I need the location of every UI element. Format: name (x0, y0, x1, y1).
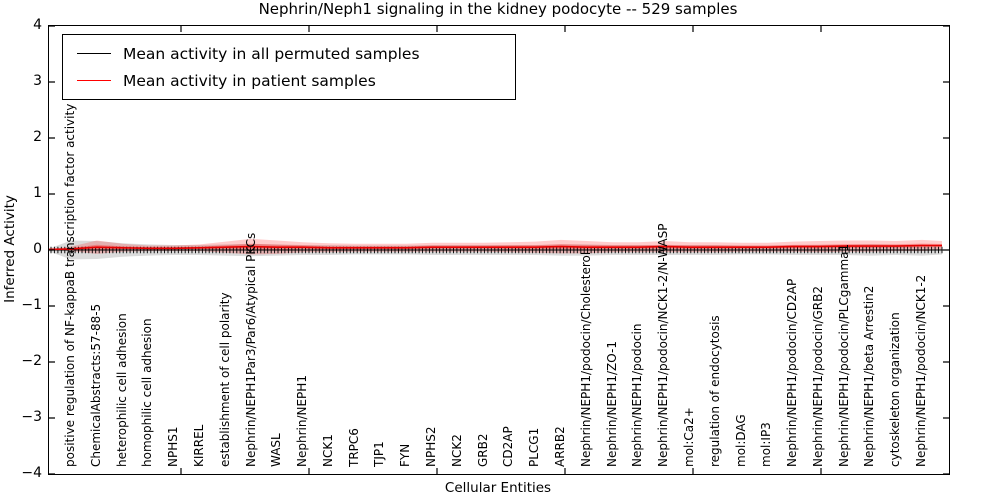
y-tick-label: −4 (21, 465, 42, 481)
legend-label: Mean activity in patient samples (123, 71, 376, 90)
axis-tick-marks (49, 26, 949, 474)
y-tick-label: 0 (33, 241, 42, 257)
y-tick-label: 4 (33, 17, 42, 33)
plot-canvas (49, 26, 949, 474)
legend-line-black (77, 53, 111, 54)
chart-title: Nephrin/Neph1 signaling in the kidney po… (258, 0, 738, 18)
y-tick-label: −2 (21, 353, 42, 369)
legend-box: Mean activity in all permuted samples Me… (62, 34, 516, 100)
legend-line-red (77, 80, 111, 81)
legend-entry-patient: Mean activity in patient samples (63, 67, 376, 94)
y-tick-label: 2 (33, 129, 42, 145)
legend-label: Mean activity in all permuted samples (123, 44, 420, 63)
y-tick-label: 1 (33, 185, 42, 201)
y-tick-label: −3 (21, 409, 42, 425)
x-axis-label: Cellular Entities (444, 480, 552, 496)
plot-area (48, 25, 950, 475)
legend-entry-permuted: Mean activity in all permuted samples (63, 40, 420, 67)
patient-mean-line (49, 244, 942, 251)
y-tick-label: 3 (33, 73, 42, 89)
y-tick-label: −1 (21, 297, 42, 313)
